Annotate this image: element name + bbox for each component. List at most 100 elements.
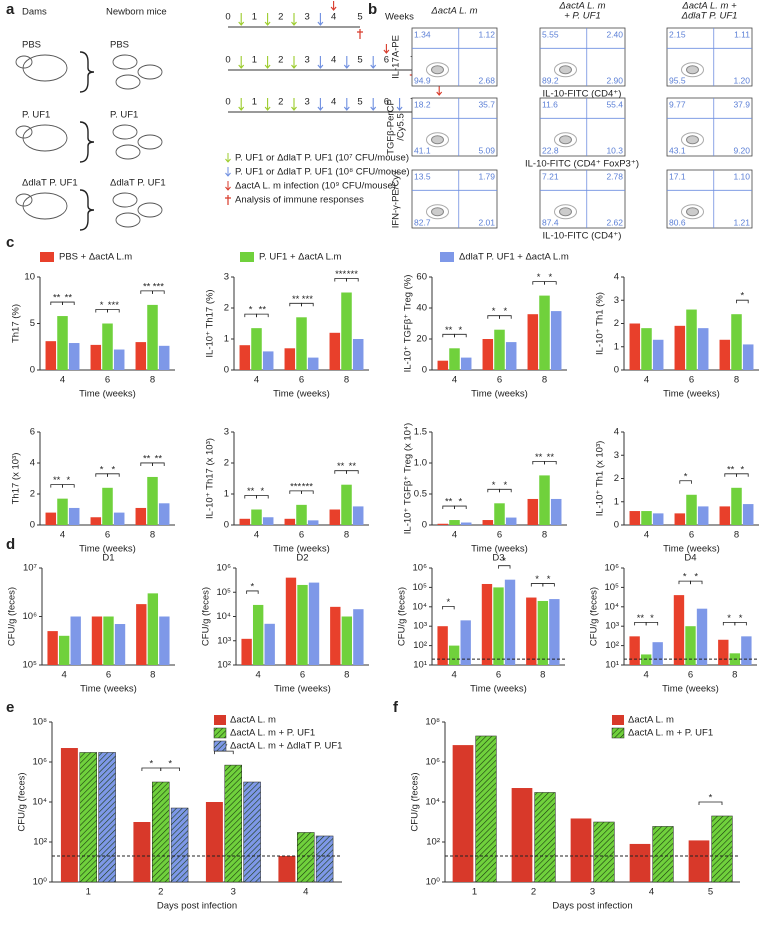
quadrant-percent: 1.20 — [733, 75, 750, 85]
quadrant-percent: 5.09 — [478, 145, 495, 155]
y-axis-label: CFU/g (feces) — [17, 772, 28, 831]
bar — [90, 517, 102, 525]
y-tick-label: 5 — [30, 318, 35, 329]
significance-label: * — [537, 272, 541, 283]
y-tick-label: 10⁶ — [426, 757, 441, 768]
bar — [504, 579, 516, 665]
low-dose-arrow — [291, 56, 297, 69]
week-label: 1 — [252, 12, 257, 23]
significance-label: * — [683, 572, 687, 583]
x-tick-label: 8 — [734, 375, 739, 386]
bar — [686, 494, 697, 525]
y-tick-label: 10⁴ — [604, 601, 619, 612]
significance-label: ** — [155, 453, 163, 464]
y-tick-label: 10³ — [605, 621, 619, 632]
significance-label: * — [66, 475, 70, 486]
y-tick-label: 4 — [614, 427, 619, 438]
y-tick-label: 4 — [614, 272, 619, 283]
quadrant-percent: 37.9 — [733, 99, 750, 109]
significance-bracket — [736, 473, 749, 477]
y-tick-label: 2 — [614, 473, 619, 484]
x-tick-label: 6 — [497, 375, 502, 386]
quadrant-percent: 35.7 — [478, 99, 495, 109]
x-tick-label: 4 — [60, 375, 65, 386]
quadrant-percent: 94.9 — [414, 75, 431, 85]
y-tick-label: 10⁸ — [32, 717, 47, 728]
bar — [674, 513, 686, 525]
x-axis-label: Time (weeks) — [79, 389, 136, 400]
flow-population — [426, 204, 449, 220]
x-axis-label: Time (weeks) — [471, 544, 528, 555]
significance-bracket — [256, 495, 269, 499]
flow-plot-frame — [411, 27, 498, 87]
significance-label: ** — [445, 497, 453, 508]
x-tick-label: 8 — [344, 375, 349, 386]
y-tick-label: 3 — [614, 295, 619, 306]
significance-label: ** — [349, 461, 357, 472]
newborn-group: ΔdlaT P. UF1 — [110, 178, 166, 189]
y-tick-label: 10⁶ — [23, 611, 38, 622]
week-label: 3 — [305, 55, 310, 66]
week-label: 4 — [331, 12, 336, 23]
significance-bracket — [107, 309, 120, 313]
quadrant-percent: 87.4 — [542, 217, 559, 227]
x-tick-label: 8 — [150, 375, 155, 386]
bar — [685, 626, 696, 665]
quadrant-percent: 1.10 — [733, 171, 750, 181]
bar — [674, 325, 686, 370]
week-label: 4 — [331, 97, 336, 108]
flow-population — [686, 65, 699, 75]
bar — [58, 635, 70, 665]
bar — [641, 511, 652, 525]
y-tick-label: 10² — [413, 640, 427, 651]
infection-arrow — [436, 86, 443, 96]
y-tick-label: 60 — [416, 272, 427, 283]
significance-bracket — [498, 565, 511, 569]
y-tick-label: 10⁴ — [425, 797, 440, 808]
bar — [696, 608, 708, 665]
significance-label: * — [168, 759, 172, 770]
legend-label: ΔactA L. m + P. UF1 — [628, 728, 713, 739]
week-label: 0 — [225, 55, 230, 66]
bar — [68, 343, 80, 370]
bar — [45, 512, 57, 525]
y-tick-label: 1.5 — [414, 427, 427, 438]
flow-population — [686, 135, 699, 145]
bar — [45, 341, 57, 370]
y-tick-label: 10² — [33, 837, 47, 848]
bar — [534, 792, 556, 883]
x-tick-label: 8 — [150, 530, 155, 541]
significance-label: *** — [302, 481, 313, 492]
y-tick-label: 10² — [217, 660, 231, 671]
significance-bracket — [544, 281, 557, 285]
significance-label: ** — [53, 475, 61, 486]
bar — [449, 520, 460, 525]
flow-plot-frame — [666, 97, 753, 157]
bar — [527, 314, 539, 370]
x-axis-label: Time (weeks) — [273, 389, 330, 400]
y-tick-label: 10⁶ — [217, 563, 232, 574]
newborn-group: PBS — [110, 40, 129, 51]
bar — [641, 328, 652, 370]
x-tick-label: 4 — [254, 530, 259, 541]
flow-population — [559, 135, 572, 145]
x-tick-label: 8 — [540, 670, 545, 681]
flow-population — [554, 204, 577, 220]
x-tick-label: 8 — [150, 670, 155, 681]
x-axis-label: Time (weeks) — [470, 684, 527, 695]
quadrant-percent: 82.7 — [414, 217, 431, 227]
x-tick-label: 8 — [734, 530, 739, 541]
flow-population — [681, 132, 704, 148]
legend-arrow — [225, 181, 231, 191]
bar — [241, 638, 252, 665]
quadrant-percent: 18.2 — [414, 99, 431, 109]
bar — [711, 815, 733, 883]
y-axis-label: CFU/g (feces) — [589, 587, 600, 646]
bar — [307, 357, 319, 370]
x-axis-label: Time (weeks) — [273, 544, 330, 555]
x-tick-label: 6 — [689, 375, 694, 386]
bar — [652, 513, 664, 525]
y-tick-label: 0 — [614, 520, 619, 531]
arrow-legend-text: P. UF1 or ΔdlaT P. UF1 (10⁸ CFU/mouse) — [235, 167, 410, 178]
bar — [341, 484, 352, 525]
